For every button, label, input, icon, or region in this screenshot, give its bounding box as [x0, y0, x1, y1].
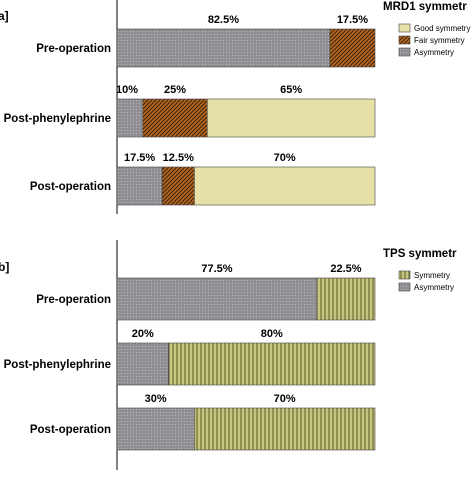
bar-segment-asymmetry — [116, 166, 163, 206]
data-label: 12.5% — [163, 152, 194, 164]
bar-segment-fair-symmetry — [329, 28, 376, 68]
data-label: 17.5% — [124, 152, 155, 164]
category-label: Post-phenylephrine — [4, 113, 111, 125]
legend-item-label: Good symmetry — [414, 24, 470, 33]
bar-segment-good-symmetry — [207, 98, 376, 138]
category-label: Post-phenylephrine — [4, 359, 111, 371]
data-label: 70% — [274, 393, 296, 405]
legend-swatch — [398, 282, 411, 292]
data-label: 22.5% — [330, 263, 361, 275]
data-label: 82.5% — [208, 14, 239, 26]
legend-swatch — [398, 35, 411, 45]
data-label: 70% — [274, 152, 296, 164]
legend-item-label: Symmetry — [414, 271, 450, 280]
bar-segment-symmetry — [194, 407, 376, 451]
panel-label: a] — [0, 9, 9, 23]
legend-item-label: Fair symmetry — [414, 36, 465, 45]
legend-swatch — [398, 23, 411, 33]
legend-item-label: Asymmetry — [414, 48, 454, 57]
data-label: 80% — [261, 328, 283, 340]
category-label: Pre-operation — [36, 43, 111, 55]
data-label: 25% — [164, 84, 186, 96]
data-label: 30% — [145, 393, 167, 405]
legend: MRD1 symmetr Good symmetry Fair symmetry As… — [383, 1, 470, 57]
data-label: 65% — [280, 84, 302, 96]
bar-segment-good-symmetry — [194, 166, 376, 206]
data-label: 77.5% — [201, 263, 232, 275]
category-label: Post-operation — [30, 424, 111, 436]
data-label: 17.5% — [337, 14, 368, 26]
chart-panel-a: a] Pre-operation 82.5% 17.5% Post-phenylephr… — [0, 0, 470, 214]
category-label: Pre-operation — [36, 294, 111, 306]
category-label: Post-operation — [30, 181, 111, 193]
legend-title: MRD1 symmetr — [383, 1, 467, 13]
data-label: 20% — [132, 328, 154, 340]
chart-panel-b: b] Pre-operation 77.5% 22.5% Post-phenylephr… — [0, 240, 457, 470]
legend-item-label: Asymmetry — [414, 283, 454, 292]
panel-label: b] — [0, 260, 9, 274]
bar-segment-asymmetry — [116, 28, 331, 68]
data-label: 10% — [116, 84, 138, 96]
bar-segment-symmetry — [316, 277, 376, 321]
bar-segment-asymmetry — [116, 342, 169, 386]
bar-segment-asymmetry — [116, 277, 318, 321]
legend-title: TPS symmetr — [383, 248, 457, 260]
bar-segment-fair-symmetry — [161, 166, 195, 206]
legend: TPS symmetr Symmetry Asymmetry — [383, 248, 457, 292]
legend-swatch — [398, 270, 411, 280]
bar-segment-fair-symmetry — [142, 98, 208, 138]
bar-segment-asymmetry — [116, 407, 195, 451]
legend-swatch — [398, 47, 411, 57]
bar-segment-symmetry — [168, 342, 376, 386]
bar-segment-asymmetry — [116, 98, 144, 138]
